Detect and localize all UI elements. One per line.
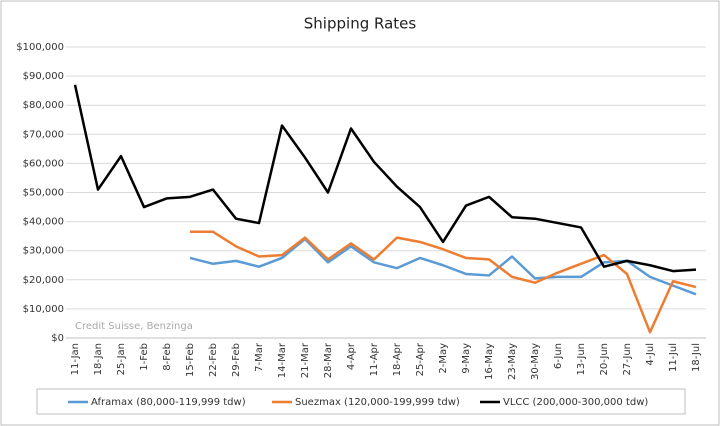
x-tick-label: 18-Apr	[392, 342, 403, 376]
chart-title: Shipping Rates	[304, 15, 417, 33]
x-tick-label: 30-May	[530, 343, 541, 380]
x-tick-label: 27-Jun	[622, 343, 633, 376]
y-tick-label: $40,000	[23, 217, 64, 228]
y-tick-label: $90,000	[23, 71, 64, 82]
x-tick-label: 2-May	[438, 343, 449, 374]
x-tick-label: 25-Apr	[415, 342, 426, 376]
x-tick-label: 29-Feb	[231, 343, 242, 377]
x-tick-label: 15-Feb	[185, 343, 196, 377]
y-tick-label: $50,000	[23, 188, 64, 199]
x-tick-label: 4-Jul	[645, 343, 656, 366]
x-tick-label: 8-Feb	[162, 343, 173, 371]
x-tick-label: 6-Jun	[553, 343, 564, 369]
x-tick-label: 14-Mar	[277, 342, 288, 378]
y-tick-label: $0	[51, 333, 64, 344]
y-tick-label: $100,000	[16, 42, 64, 53]
x-tick-label: 23-May	[507, 343, 518, 380]
annotation: Credit Suisse, Benzinga	[75, 321, 193, 332]
y-tick-label: $30,000	[23, 246, 64, 257]
legend-label: VLCC (200,000-300,000 tdw)	[503, 397, 648, 408]
x-tick-label: 20-Jun	[599, 343, 610, 376]
series-line	[73, 84, 697, 273]
y-tick-label: $80,000	[23, 100, 64, 111]
series-line	[190, 230, 697, 334]
x-tick-label: 7-Mar	[254, 342, 265, 372]
x-tick-label: 21-Mar	[300, 342, 311, 378]
x-tick-label: 16-May	[484, 343, 495, 380]
x-tick-label: 9-May	[461, 343, 472, 374]
x-tick-label: 11-Jul	[668, 343, 679, 372]
y-tick-label: $70,000	[23, 129, 64, 140]
x-tick-label: 11-Apr	[369, 342, 380, 376]
legend-label: Suezmax (120,000-199,999 tdw)	[295, 397, 460, 408]
legend-box	[36, 388, 686, 415]
x-tick-label: 18-Jan	[93, 343, 104, 375]
x-tick-label: 1-Feb	[139, 343, 150, 371]
legend-label: Aframax (80,000-119,999 tdw)	[91, 397, 246, 408]
x-tick-label: 11-Jan	[70, 343, 81, 375]
x-tick-label: 4-Apr	[346, 342, 357, 370]
y-tick-label: $60,000	[23, 158, 64, 169]
y-tick-label: $20,000	[23, 275, 64, 286]
x-tick-label: 28-Mar	[323, 342, 334, 378]
y-tick-label: $10,000	[23, 304, 64, 315]
x-tick-label: 13-Jun	[576, 343, 587, 376]
x-tick-label: 18-Jul	[691, 343, 702, 372]
x-tick-label: 22-Feb	[208, 343, 219, 377]
x-tick-label: 25-Jan	[116, 343, 127, 375]
